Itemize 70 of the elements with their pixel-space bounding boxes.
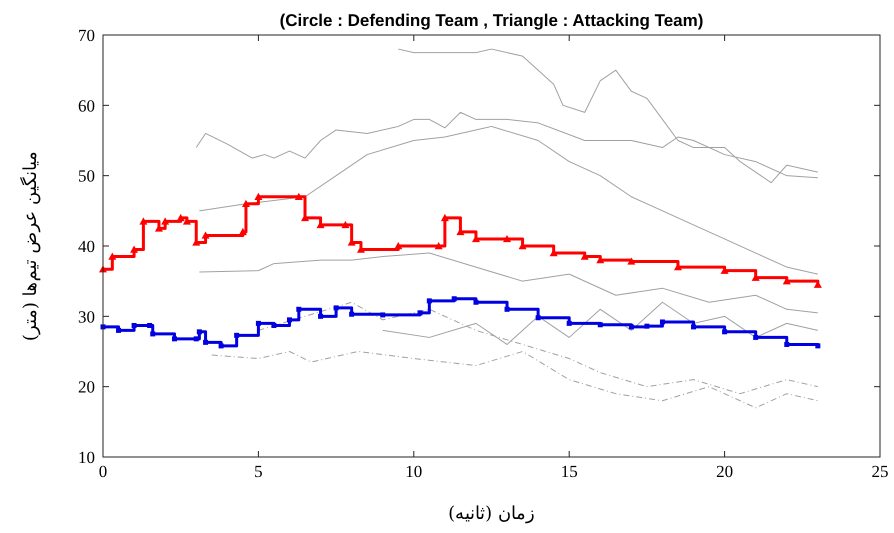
point (627, 257, 636, 265)
point (294, 192, 303, 200)
y-tick-label: 50 (78, 166, 95, 186)
line-series (258, 302, 818, 394)
line-series (198, 126, 818, 275)
point (254, 192, 262, 200)
chart-title: (Circle : Defending Team , Triangle : Attacking Team) (280, 11, 704, 30)
point (203, 340, 208, 345)
point (334, 305, 339, 310)
point (132, 322, 137, 328)
point (434, 242, 443, 250)
point (202, 231, 210, 239)
point (116, 328, 122, 333)
point (341, 220, 350, 228)
point (349, 312, 354, 317)
point (784, 342, 790, 347)
point (172, 336, 177, 342)
point (628, 324, 634, 330)
x-tick-label: 25 (872, 462, 888, 481)
y-tick-label: 30 (78, 307, 95, 326)
point (176, 214, 185, 222)
y-tick-label: 10 (78, 448, 95, 467)
point (815, 343, 820, 348)
point (394, 242, 402, 250)
point (440, 214, 449, 222)
point (108, 252, 116, 260)
point (161, 217, 170, 225)
y-tick-label: 40 (78, 237, 95, 256)
line-series (211, 351, 818, 408)
point (218, 343, 224, 348)
point (234, 332, 240, 338)
point (753, 334, 758, 340)
point (426, 298, 432, 304)
point (139, 217, 148, 225)
y-axis-title: میانگین عرض تیم‌ها (متر) (19, 150, 41, 342)
point (473, 300, 478, 305)
point (418, 310, 423, 316)
point (691, 324, 696, 330)
point (722, 329, 728, 334)
point (238, 228, 247, 236)
line-series (198, 252, 818, 314)
x-tick-label: 15 (560, 462, 578, 481)
point (598, 322, 603, 328)
point (504, 306, 510, 312)
x-tick-label: 20 (716, 462, 734, 481)
x-tick-label: 0 (98, 462, 108, 481)
point (296, 306, 302, 312)
point (452, 296, 457, 302)
point (242, 200, 250, 207)
point (194, 336, 199, 342)
point (380, 312, 386, 318)
point (271, 322, 276, 328)
point (503, 234, 512, 242)
point (147, 322, 152, 328)
point (644, 324, 650, 329)
point (286, 317, 292, 322)
point (196, 329, 202, 334)
y-tick-label: 70 (78, 26, 95, 45)
point (318, 314, 324, 319)
y-tick-label: 20 (78, 378, 95, 397)
point (256, 320, 261, 326)
x-tick-label: 5 (254, 462, 263, 481)
y-tick-label: 60 (78, 96, 95, 116)
point (150, 331, 156, 336)
point (536, 315, 541, 320)
x-tick-label: 10 (405, 462, 422, 481)
x-axis-title: زمان (ثانیه) (448, 503, 535, 524)
point (566, 320, 572, 326)
point (130, 246, 138, 253)
point (660, 319, 665, 324)
